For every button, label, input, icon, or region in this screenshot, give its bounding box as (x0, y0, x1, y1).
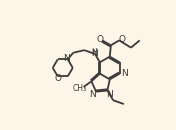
Text: N: N (121, 69, 127, 78)
Text: O: O (118, 35, 125, 44)
Text: N: N (106, 90, 113, 99)
Text: H: H (91, 48, 97, 57)
Text: N: N (63, 54, 70, 63)
Text: O: O (96, 35, 103, 44)
Text: O: O (54, 74, 61, 83)
Text: N: N (91, 49, 97, 58)
Text: N: N (89, 90, 96, 99)
Text: CH₃: CH₃ (73, 84, 87, 93)
